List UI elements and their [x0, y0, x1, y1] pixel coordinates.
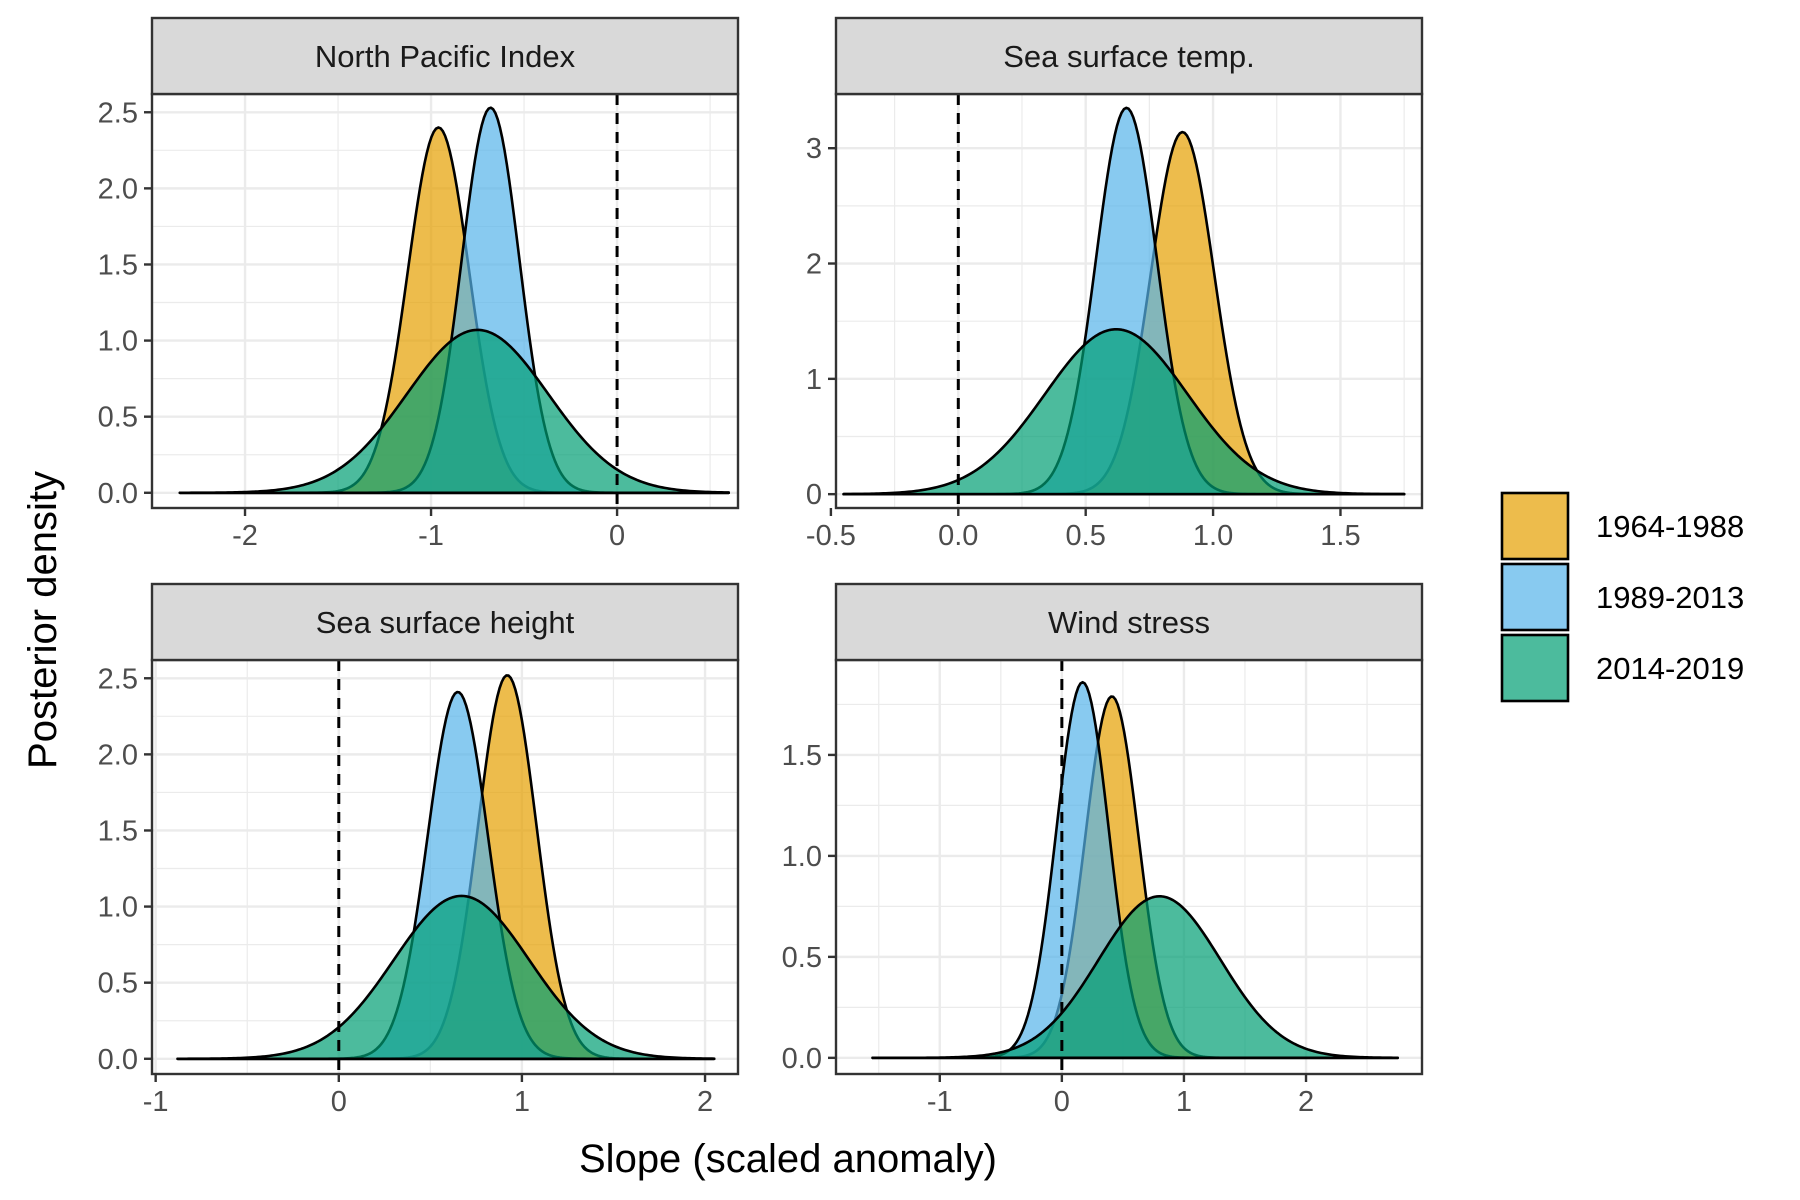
density-2014-2019: [871, 894, 1399, 1060]
y-tick-label: 0.5: [98, 402, 138, 434]
legend-key: [1500, 562, 1570, 632]
y-tick-label: 1.5: [98, 249, 138, 281]
x-tick-label: -1: [143, 1086, 169, 1118]
x-tick-label: 1.5: [1320, 520, 1360, 552]
x-tick-label: -1: [927, 1086, 953, 1118]
x-tick-label: 1: [514, 1086, 530, 1118]
panel-north-pacific-index: North Pacific Index -2 -1 0 0.0 0.5 1.0 1.5 2.0 2…: [98, 16, 740, 552]
y-tick-label: 3: [806, 133, 822, 165]
panel-sea-surface-temp: Sea surface temp. -0.5 0.0 0.5 1.0 1.5 0 1 2 3: [806, 16, 1424, 552]
legend-item: 1989-2013: [1500, 562, 1744, 632]
strip-background: [150, 582, 740, 662]
density-2014-2019: [176, 894, 716, 1061]
x-tick-label: -1: [418, 520, 444, 552]
y-tick-label: 1.0: [98, 326, 138, 358]
y-tick-label: 2.5: [98, 97, 138, 129]
x-tick-label: 0.0: [938, 520, 978, 552]
y-tick-label: 2.0: [98, 173, 138, 205]
x-axis-title: Slope (scaled anomaly): [579, 1137, 997, 1181]
x-tick-label: 1.0: [1193, 520, 1233, 552]
density-2014-2019: [842, 327, 1406, 496]
y-tick-label: 1: [806, 364, 822, 396]
panel-sea-surface-height: Sea surface height -1 0 1 2 0.0 0.5 1.0 1.5 2.0 2.…: [98, 582, 740, 1118]
x-tick-label: -2: [232, 520, 258, 552]
legend-label: 1964-1988: [1596, 509, 1744, 544]
y-tick-label: 0.0: [98, 1044, 138, 1076]
density-areas: [871, 680, 1399, 1060]
y-axis-title: Posterior density: [21, 471, 65, 769]
x-tick-label: 0: [1054, 1086, 1070, 1118]
legend-label: 1989-2013: [1596, 580, 1744, 615]
strip-title: Sea surface height: [316, 605, 575, 640]
legend-label: 2014-2019: [1596, 651, 1744, 686]
x-tick-label: -0.5: [806, 520, 856, 552]
y-tick-label: 1.5: [782, 740, 822, 772]
y-tick-label: 2: [806, 249, 822, 281]
y-tick-label: 0.5: [98, 968, 138, 1000]
x-tick-label: 2: [1298, 1086, 1314, 1118]
x-tick-label: 0: [609, 520, 625, 552]
strip-background: [150, 16, 740, 96]
y-tick-label: 1.0: [782, 841, 822, 873]
y-tick-label: 0.0: [98, 478, 138, 510]
legend-key: [1500, 491, 1570, 561]
y-tick-label: 0.0: [782, 1043, 822, 1075]
density-2014-2019: [178, 328, 730, 495]
density-areas: [178, 106, 730, 495]
y-tick-label: 2.0: [98, 739, 138, 771]
strip-background: [834, 582, 1424, 662]
legend-item: 2014-2019: [1500, 633, 1744, 703]
panel-wind-stress: Wind stress -1 0 1 2 0.0 0.5 1.0 1.5: [782, 582, 1424, 1118]
x-tick-label: 0.5: [1066, 520, 1106, 552]
density-areas: [842, 106, 1406, 496]
y-tick-label: 1.0: [98, 892, 138, 924]
strip-title: North Pacific Index: [315, 39, 576, 74]
y-tick-label: 0.5: [782, 942, 822, 974]
y-tick-label: 2.5: [98, 663, 138, 695]
strip-background: [834, 16, 1424, 96]
x-tick-label: 1: [1176, 1086, 1192, 1118]
y-tick-label: 1.5: [98, 815, 138, 847]
strip-title: Sea surface temp.: [1003, 39, 1255, 74]
strip-title: Wind stress: [1048, 605, 1210, 640]
density-areas: [176, 674, 716, 1061]
facet-panels: North Pacific Index -2 -1 0 0.0 0.5 1.0 1.5 2.0 2…: [98, 16, 1424, 1118]
legend-item: 1964-1988: [1500, 491, 1744, 561]
x-tick-label: 0: [331, 1086, 347, 1118]
x-tick-label: 2: [697, 1086, 713, 1118]
legend: 1964-1988 1989-2013 2014-2019: [1500, 491, 1744, 703]
legend-key: [1500, 633, 1570, 703]
y-tick-label: 0: [806, 479, 822, 511]
